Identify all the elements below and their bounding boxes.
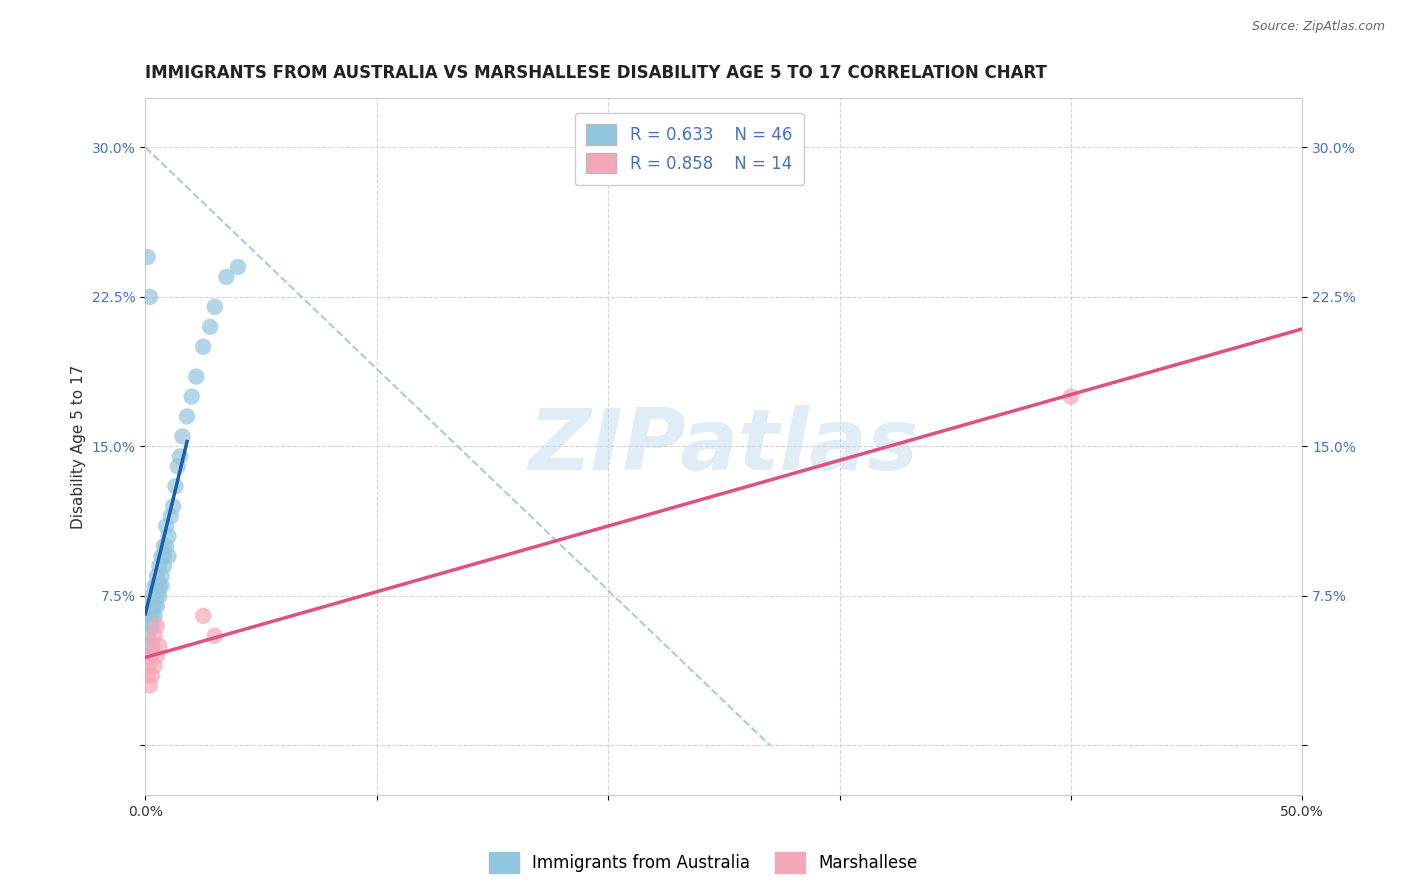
Point — [139, 608, 162, 623]
Point — [143, 579, 166, 593]
Text: ZIPatlas: ZIPatlas — [529, 405, 920, 488]
Point — [143, 658, 166, 673]
Point — [155, 519, 177, 533]
Text: IMMIGRANTS FROM AUSTRALIA VS MARSHALLESE DISABILITY AGE 5 TO 17 CORRELATION CHAR: IMMIGRANTS FROM AUSTRALIA VS MARSHALLESE… — [145, 64, 1047, 82]
Point — [143, 608, 166, 623]
Point — [143, 629, 166, 643]
Point — [198, 319, 221, 334]
Point — [146, 619, 169, 633]
Point — [166, 459, 188, 474]
Point — [136, 250, 159, 264]
Point — [186, 369, 208, 384]
Point — [139, 639, 162, 653]
Point — [139, 619, 162, 633]
Point — [153, 539, 176, 553]
Point — [148, 579, 170, 593]
Point — [139, 648, 162, 663]
Y-axis label: Disability Age 5 to 17: Disability Age 5 to 17 — [72, 364, 86, 529]
Point — [226, 260, 249, 274]
Point — [139, 290, 162, 304]
Point — [204, 300, 226, 314]
Point — [215, 269, 238, 284]
Point — [136, 648, 159, 663]
Point — [153, 549, 176, 563]
Point — [141, 639, 163, 653]
Point — [146, 579, 169, 593]
Point — [136, 668, 159, 682]
Point — [150, 579, 173, 593]
Point — [141, 608, 163, 623]
Point — [155, 539, 177, 553]
Point — [136, 658, 159, 673]
Point — [146, 589, 169, 603]
Point — [176, 409, 198, 424]
Point — [136, 629, 159, 643]
Point — [141, 619, 163, 633]
Point — [204, 629, 226, 643]
Point — [169, 450, 191, 464]
Point — [172, 429, 194, 443]
Point — [148, 639, 170, 653]
Point — [193, 608, 215, 623]
Point — [146, 648, 169, 663]
Point — [1060, 390, 1083, 404]
Point — [136, 639, 159, 653]
Point — [160, 509, 183, 524]
Point — [143, 599, 166, 613]
Point — [148, 589, 170, 603]
Point — [150, 549, 173, 563]
Point — [157, 529, 180, 543]
Point — [146, 599, 169, 613]
Point — [153, 559, 176, 574]
Point — [146, 569, 169, 583]
Legend: R = 0.633    N = 46, R = 0.858    N = 14: R = 0.633 N = 46, R = 0.858 N = 14 — [575, 112, 804, 186]
Point — [157, 549, 180, 563]
Point — [141, 599, 163, 613]
Point — [150, 569, 173, 583]
Point — [193, 340, 215, 354]
Point — [141, 668, 163, 682]
Point — [165, 479, 187, 493]
Point — [148, 559, 170, 574]
Text: Source: ZipAtlas.com: Source: ZipAtlas.com — [1251, 20, 1385, 33]
Point — [139, 679, 162, 693]
Point — [141, 589, 163, 603]
Legend: Immigrants from Australia, Marshallese: Immigrants from Australia, Marshallese — [482, 846, 924, 880]
Point — [162, 500, 184, 514]
Point — [180, 390, 202, 404]
